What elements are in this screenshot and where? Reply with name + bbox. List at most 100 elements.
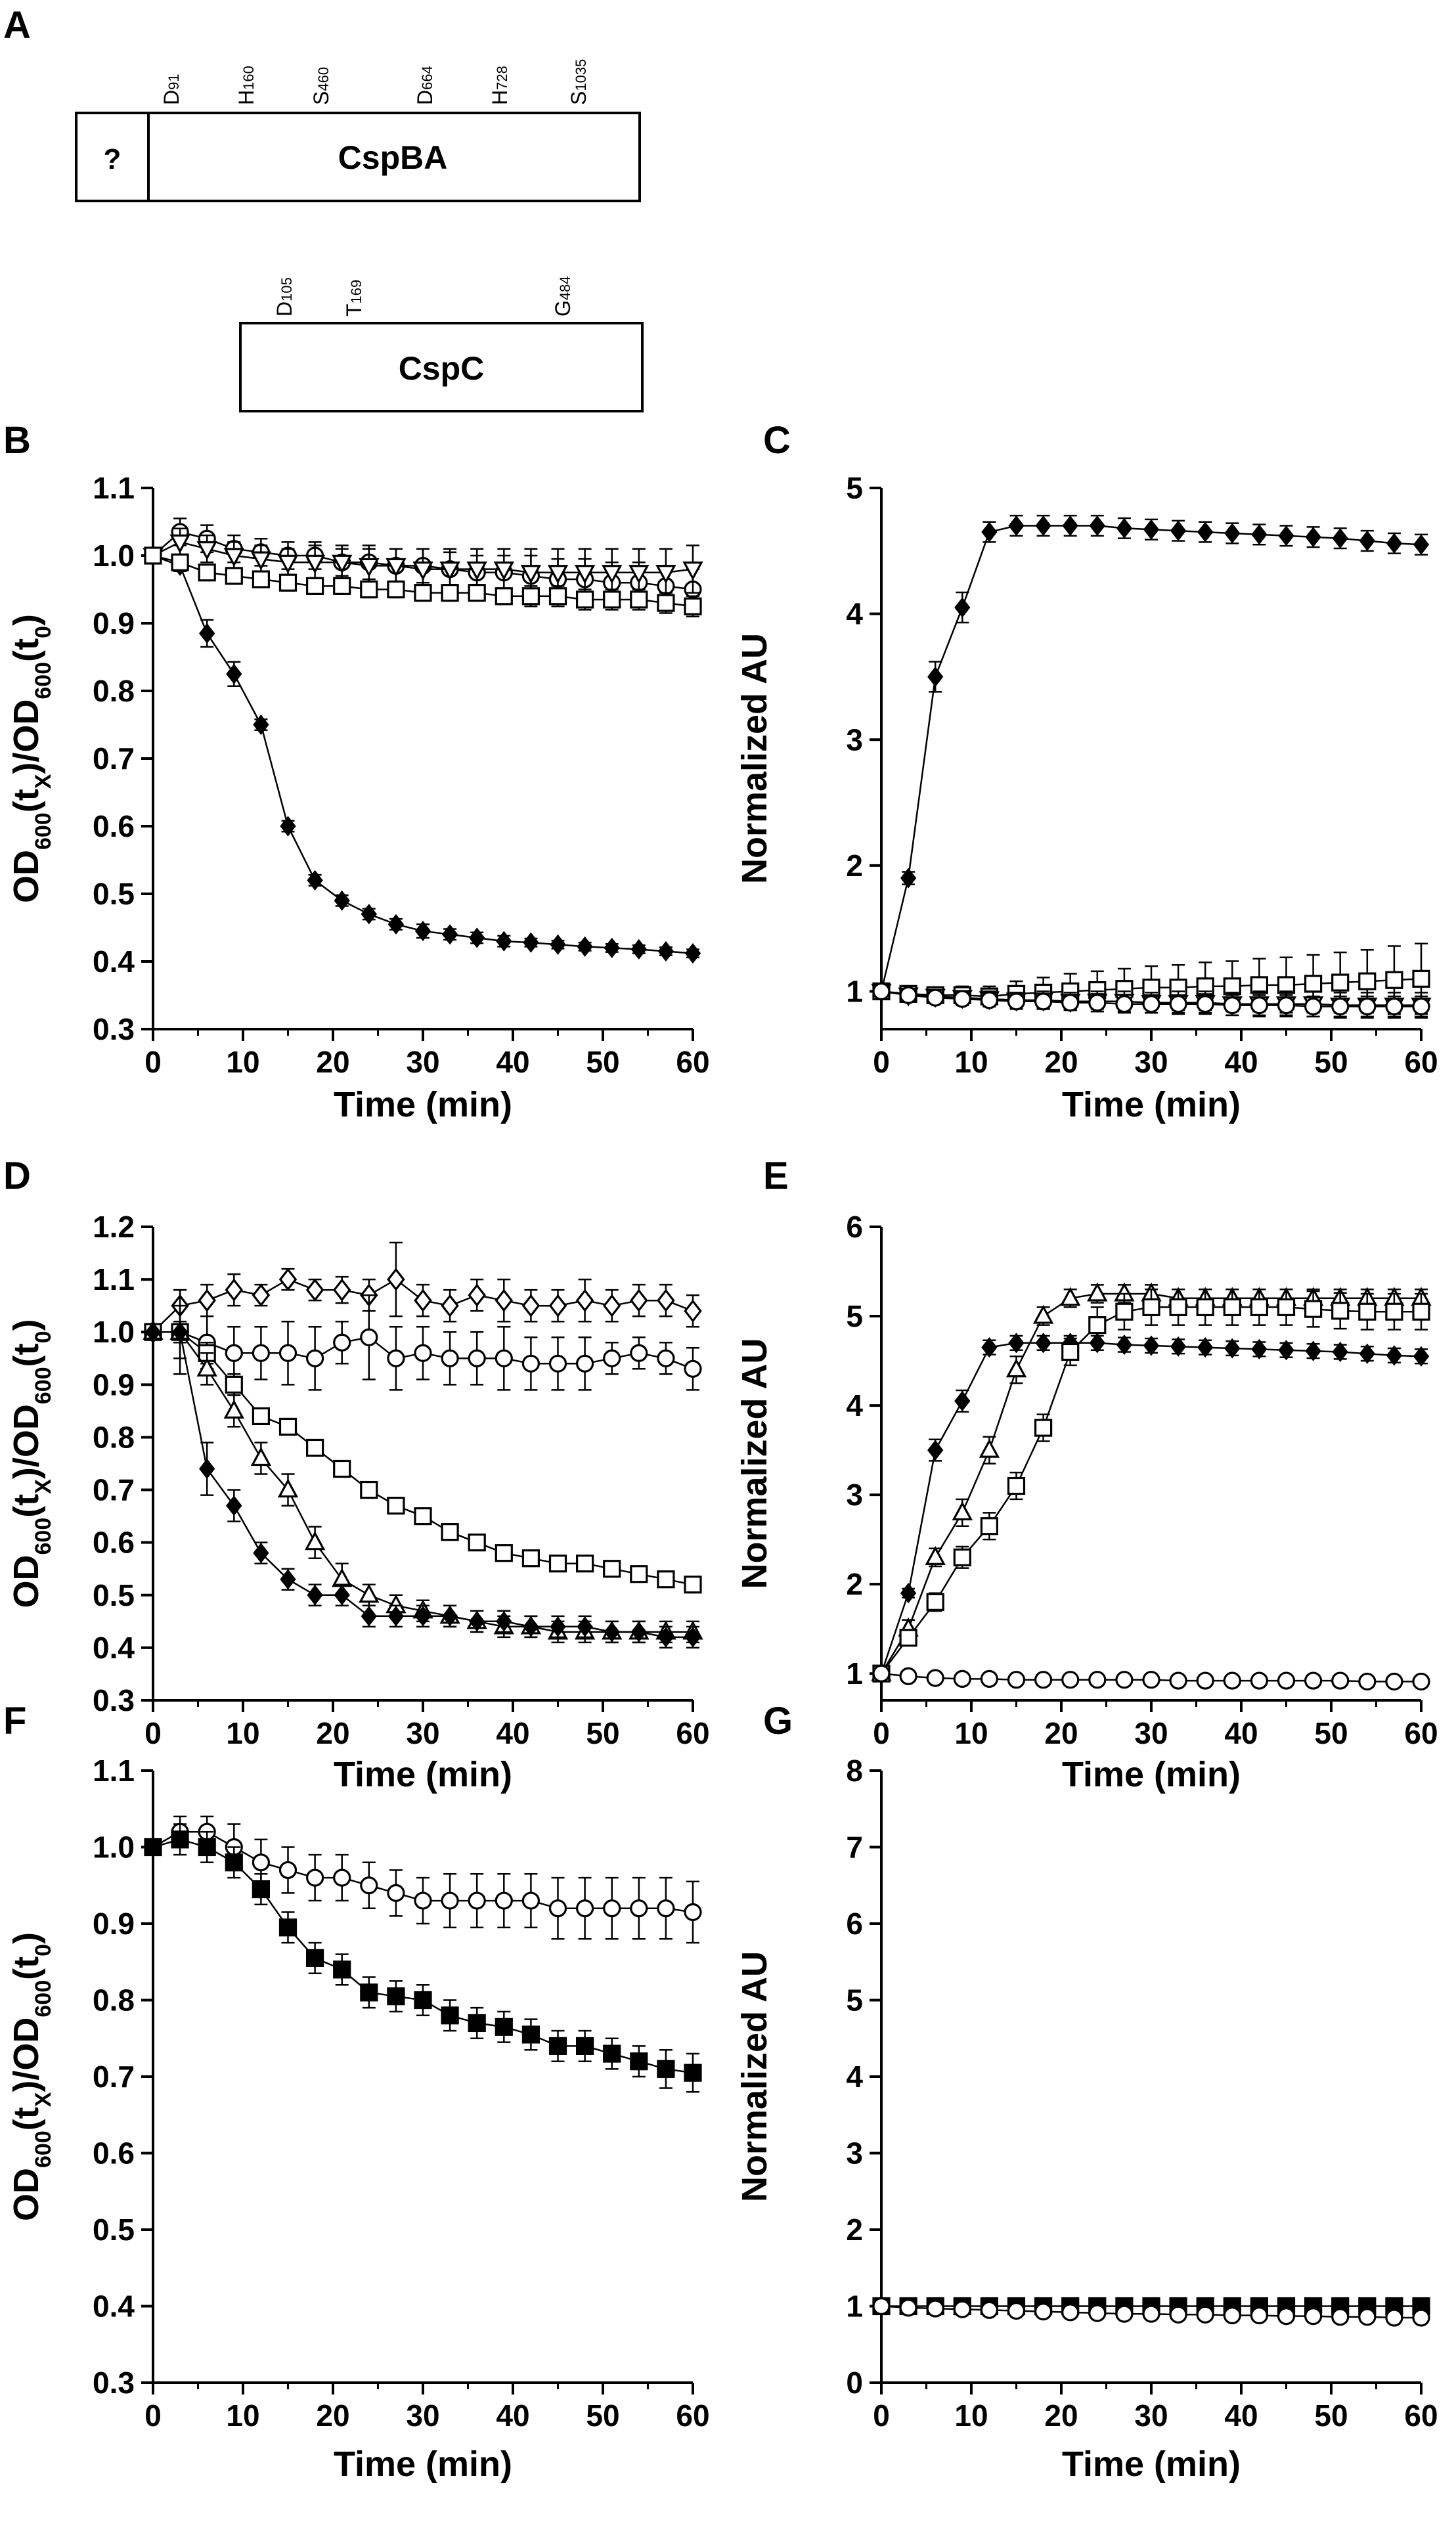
data-point	[1005, 1358, 1027, 1378]
data-point	[1250, 2306, 1269, 2325]
x-tick-label: 50	[586, 2398, 619, 2433]
data-point	[1332, 528, 1348, 549]
data-point	[630, 1289, 648, 1312]
x-tick-label: 0	[144, 1045, 162, 1079]
panel-label-e: E	[763, 1155, 789, 1197]
data-point	[414, 584, 432, 602]
cspba-site-letter: H	[488, 90, 512, 105]
data-point	[953, 990, 971, 1008]
x-tick-label: 30	[1134, 1716, 1168, 1750]
data-point	[1142, 995, 1160, 1013]
y-tick-label: 1	[846, 2289, 863, 2324]
data-point	[280, 1569, 296, 1590]
cspba-site-letter: S	[567, 91, 590, 105]
data-point	[1385, 997, 1403, 1016]
x-tick-label: 30	[406, 1045, 439, 1079]
data-point	[496, 931, 512, 952]
svg-text:D91: D91	[160, 74, 183, 105]
data-point	[1304, 1671, 1323, 1690]
data-point	[171, 553, 189, 571]
y-axis-title-part: )/OD	[7, 2018, 46, 2092]
data-point	[927, 1440, 944, 1461]
data-point	[198, 1289, 216, 1312]
x-tick-label: 50	[1314, 2398, 1348, 2433]
data-point	[577, 936, 593, 957]
data-point	[1277, 1671, 1296, 1690]
y-axis-title-part: X	[31, 1479, 56, 1494]
y-axis-title-part: (t	[7, 1494, 46, 1518]
x-tick-label: 0	[873, 1716, 890, 1750]
data-point	[1142, 1671, 1160, 1689]
x-tick-label: 0	[144, 1716, 162, 1750]
data-point	[980, 1669, 999, 1688]
y-tick-label: 0.4	[93, 944, 135, 979]
data-point	[1088, 1316, 1107, 1335]
domain-diagram: A ? CspBA D91 H160 S460 D664 H728 S1035 …	[3, 4, 644, 412]
data-point	[548, 587, 567, 606]
y-tick-label: 6	[846, 1907, 863, 1941]
data-point	[225, 567, 243, 585]
data-point	[495, 587, 513, 606]
data-point	[306, 577, 324, 595]
data-point	[171, 1321, 188, 1342]
data-point	[468, 1349, 486, 1367]
data-point	[360, 1983, 378, 2002]
data-point	[225, 1853, 243, 1872]
data-point	[360, 1876, 378, 1895]
y-tick-label: 1	[846, 975, 863, 1009]
data-point	[981, 1337, 998, 1358]
data-point	[684, 1359, 702, 1378]
series-filled-diamond	[873, 1333, 1430, 1684]
data-point	[1304, 975, 1323, 993]
y-tick-label: 7	[846, 1830, 863, 1865]
data-point	[495, 2018, 513, 2036]
data-point	[468, 2014, 486, 2033]
y-tick-label: 3	[846, 1478, 863, 1512]
data-point	[577, 1616, 593, 1637]
data-point	[198, 1838, 216, 1857]
x-tick-label: 60	[1404, 1716, 1438, 1750]
cspc-site-letter: D	[273, 301, 296, 317]
cspba-site-number: 728	[494, 66, 510, 90]
x-tick-label: 40	[496, 1716, 529, 1750]
y-axis-title-part: 0	[31, 1331, 56, 1343]
data-point	[196, 541, 217, 561]
data-point	[1034, 2303, 1053, 2321]
data-point	[1304, 1300, 1323, 1318]
y-axis-title-part: (t	[7, 1343, 46, 1367]
data-point	[899, 1629, 917, 1647]
data-point	[629, 565, 650, 585]
series-open-square	[144, 546, 702, 617]
data-point	[1062, 515, 1078, 537]
data-point	[1331, 2308, 1350, 2326]
data-point	[496, 1611, 512, 1632]
y-axis-title-part: 0	[31, 1944, 56, 1956]
data-point	[657, 594, 675, 612]
x-tick-label: 40	[1224, 1716, 1258, 1750]
data-point	[602, 565, 623, 585]
data-point	[361, 1606, 377, 1627]
y-tick-label: 5	[846, 1983, 863, 2018]
data-point	[252, 1283, 271, 1307]
panel-label-c: C	[763, 419, 791, 462]
chart-c: 0 10 20 30 40 50 60 1 2 3 4 5 Time (min) Normalized A…	[735, 471, 1438, 1124]
x-axis-title: Time (min)	[334, 2444, 512, 2484]
data-point	[872, 2297, 891, 2316]
x-tick-label: 10	[226, 1716, 259, 1750]
x-axis-title: Time (min)	[1062, 1085, 1241, 1124]
data-point	[547, 565, 569, 585]
data-point	[333, 1459, 351, 1478]
data-point	[1358, 2308, 1377, 2326]
y-axis-title-part: 600	[31, 1980, 56, 2018]
x-tick-label: 0	[873, 2398, 890, 2433]
data-point	[223, 548, 244, 567]
data-point	[495, 1891, 513, 1910]
x-tick-label: 10	[226, 1045, 259, 1079]
data-point	[657, 1899, 675, 1918]
data-point	[306, 1349, 324, 1367]
data-point	[1331, 997, 1350, 1016]
data-point	[1305, 1340, 1321, 1361]
x-tick-label: 60	[1404, 1045, 1438, 1079]
data-point	[630, 590, 648, 609]
